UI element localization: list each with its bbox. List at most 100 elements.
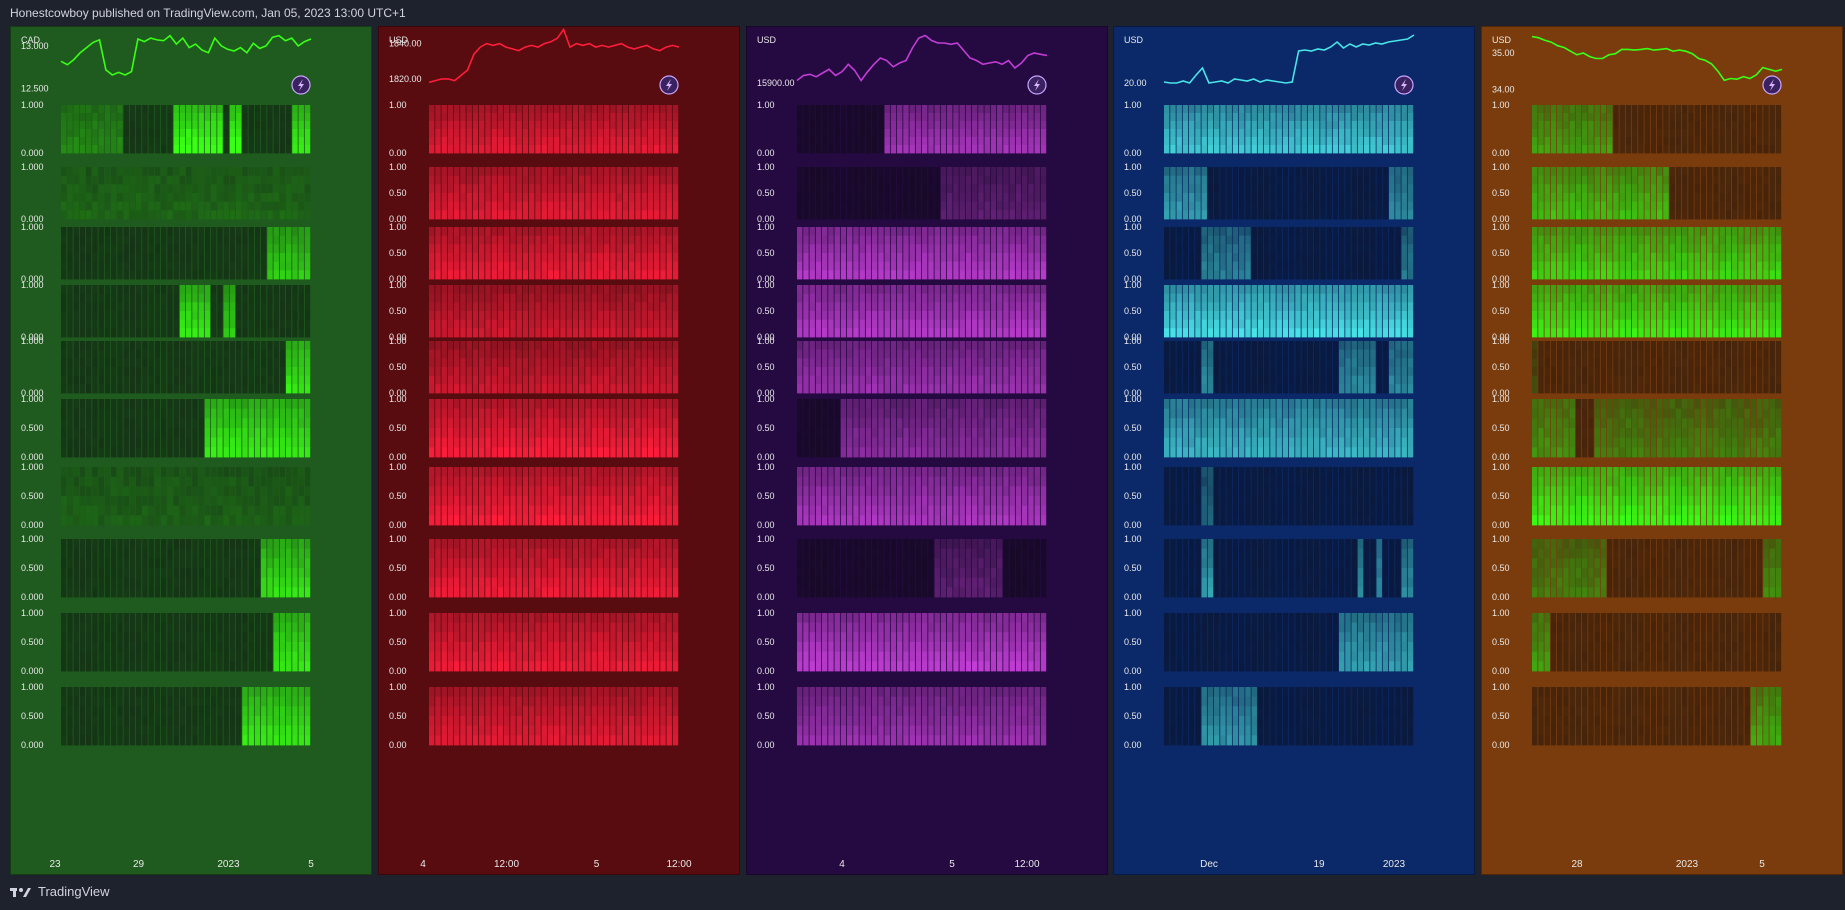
heat-cell xyxy=(79,261,86,271)
heat-cell xyxy=(510,418,516,429)
chart-panel-cad[interactable]: CAD 13.000 12.500 1.000 0.000 1.000 0.000 1.000… xyxy=(10,26,372,875)
heat-cell xyxy=(179,568,186,579)
heat-cell xyxy=(267,145,273,154)
heat-cell xyxy=(92,418,98,429)
heat-cell xyxy=(79,384,86,394)
heat-cell xyxy=(610,613,616,624)
heat-cell xyxy=(666,367,672,377)
heat-cell xyxy=(604,568,610,579)
heat-cell xyxy=(142,227,148,237)
heat-cell xyxy=(516,341,522,351)
heat-cell xyxy=(273,632,279,643)
heat-cell xyxy=(622,548,629,559)
heat-cell xyxy=(229,467,236,478)
heat-cell xyxy=(229,558,236,569)
chart-panel-gold-usd[interactable]: USD 1840.00 1820.00 1.00 0.00 1.00 0.50 0.00 1.0… xyxy=(378,26,740,875)
heat-cell xyxy=(566,399,572,410)
heat-cell xyxy=(604,121,610,130)
heat-cell xyxy=(261,210,267,220)
lightning-icon[interactable] xyxy=(291,75,311,95)
heat-cell xyxy=(654,319,660,329)
heat-cell xyxy=(572,706,579,717)
heat-cell xyxy=(242,661,248,672)
heat-cell xyxy=(672,642,679,653)
heat-cell xyxy=(629,632,635,643)
heat-cell xyxy=(497,735,504,746)
heat-cell xyxy=(491,367,497,377)
heat-cell xyxy=(292,349,298,359)
heat-cell xyxy=(129,328,136,338)
heat-cell xyxy=(460,319,466,329)
heat-cell xyxy=(441,613,447,624)
heat-cell xyxy=(497,184,504,194)
heat-cell xyxy=(148,137,154,146)
heat-cell xyxy=(298,358,304,368)
heat-cell xyxy=(629,302,635,312)
heat-cell xyxy=(98,293,104,303)
price-tick-label: 13.000 xyxy=(21,41,49,51)
heat-cell xyxy=(585,642,591,653)
heat-cell xyxy=(129,384,136,394)
heat-cell xyxy=(129,184,136,194)
heat-cell xyxy=(286,121,292,130)
subpane-tick-label: 0.50 xyxy=(389,491,407,501)
heat-cell xyxy=(591,319,597,329)
heat-cell xyxy=(117,253,123,263)
heat-cell xyxy=(86,716,92,727)
heat-cell xyxy=(254,384,261,394)
subpane-tick-label: 0.000 xyxy=(21,592,44,602)
heat-cell xyxy=(104,418,111,429)
heat-cell xyxy=(136,193,142,203)
heat-cell xyxy=(161,358,167,368)
chart-panel-index-usd[interactable]: USD 15900.00 1.00 0.00 1.00 0.50 0.00 1.00 0.50 0… xyxy=(746,26,1108,875)
heat-cell xyxy=(597,358,604,368)
heat-cell xyxy=(304,505,311,516)
lightning-icon[interactable] xyxy=(1027,75,1047,95)
heat-cell xyxy=(560,486,566,497)
heat-cell xyxy=(460,145,466,154)
heat-cell xyxy=(142,341,148,351)
heat-cell xyxy=(541,193,547,203)
heat-cell xyxy=(647,467,654,478)
heat-cell xyxy=(516,121,522,130)
heat-cell xyxy=(629,261,635,271)
heat-cell xyxy=(98,696,104,707)
heat-cell xyxy=(466,210,472,220)
heat-cell xyxy=(572,476,579,487)
heat-cell xyxy=(504,293,510,303)
heat-cell xyxy=(123,293,129,303)
heat-cell xyxy=(173,613,179,624)
heat-cell xyxy=(292,568,298,579)
heat-cell xyxy=(229,285,236,295)
heat-cell xyxy=(591,706,597,717)
heat-cell xyxy=(179,375,186,385)
heat-cell xyxy=(261,725,267,736)
heat-cell xyxy=(529,129,535,138)
heat-cell xyxy=(641,261,647,271)
heat-cell xyxy=(292,725,298,736)
heat-cell xyxy=(429,687,435,698)
heat-cell xyxy=(485,145,491,154)
heat-cell xyxy=(560,613,566,624)
heat-cell xyxy=(529,476,535,487)
heat-cell xyxy=(198,476,204,487)
heat-cell xyxy=(273,558,279,569)
lightning-icon[interactable] xyxy=(659,75,679,95)
heat-cell xyxy=(579,696,585,707)
heat-cell xyxy=(242,447,248,458)
heat-cell xyxy=(466,467,472,478)
heat-cell xyxy=(279,486,286,497)
heat-cell xyxy=(236,319,242,329)
heat-cell xyxy=(610,375,616,385)
heat-cell xyxy=(541,227,547,237)
heat-cell xyxy=(560,632,566,643)
heat-cell xyxy=(597,476,604,487)
heat-cell xyxy=(98,302,104,312)
heat-cell xyxy=(73,642,79,653)
heat-cell xyxy=(616,496,622,507)
heat-cell xyxy=(872,113,878,122)
heat-cell xyxy=(641,515,647,526)
heat-cell xyxy=(198,613,204,624)
heat-cell xyxy=(273,341,279,351)
heat-cell xyxy=(104,661,111,672)
